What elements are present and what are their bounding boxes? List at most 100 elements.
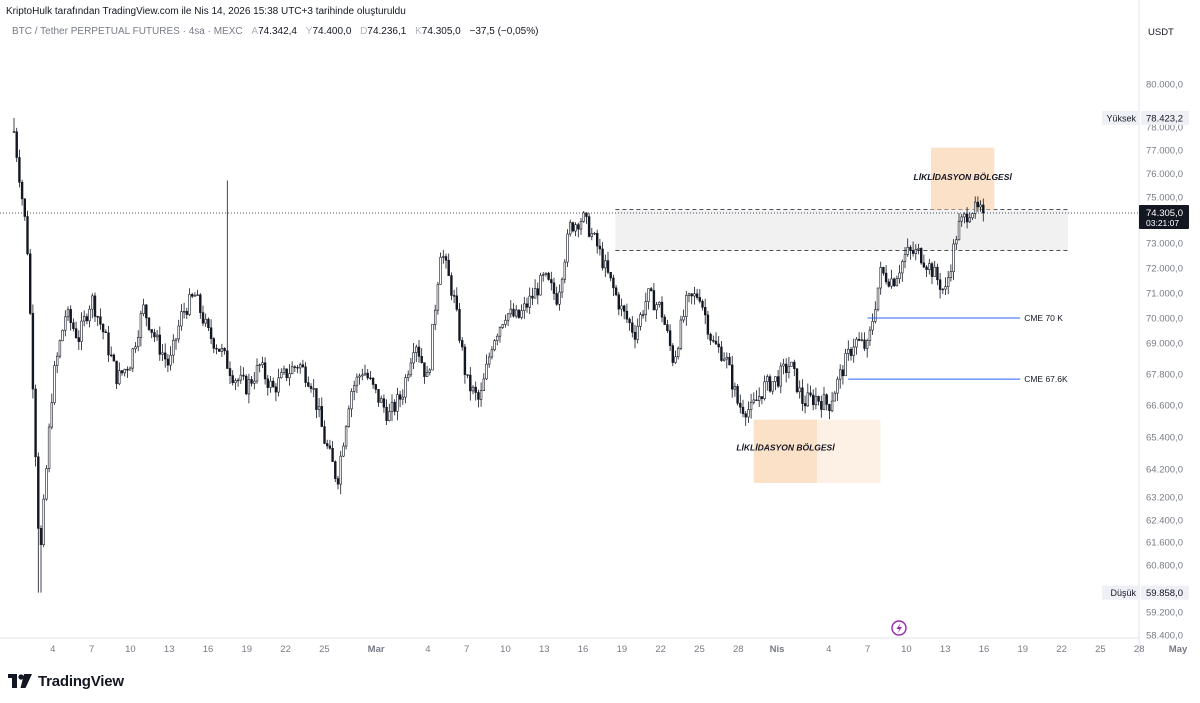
candle[interactable]	[180, 311, 183, 327]
candle[interactable]	[587, 216, 591, 237]
candle[interactable]	[96, 316, 99, 318]
candle[interactable]	[191, 294, 194, 297]
candle[interactable]	[118, 370, 121, 385]
candle[interactable]	[747, 409, 750, 418]
candle[interactable]	[50, 402, 54, 428]
candle[interactable]	[668, 330, 672, 346]
candle[interactable]	[236, 379, 240, 382]
candle[interactable]	[404, 377, 407, 398]
candle[interactable]	[666, 324, 669, 331]
candle[interactable]	[363, 372, 367, 376]
candle[interactable]	[390, 401, 394, 412]
candle[interactable]	[334, 461, 337, 479]
candle[interactable]	[911, 250, 915, 254]
candle[interactable]	[37, 456, 40, 529]
candle[interactable]	[506, 313, 510, 321]
candle[interactable]	[312, 388, 315, 390]
candle[interactable]	[498, 327, 502, 337]
candle[interactable]	[231, 375, 234, 384]
candle[interactable]	[685, 295, 688, 317]
candle[interactable]	[239, 374, 242, 381]
candle[interactable]	[817, 396, 820, 402]
candle[interactable]	[377, 389, 380, 403]
candle[interactable]	[838, 369, 842, 380]
candle[interactable]	[47, 426, 51, 469]
candle[interactable]	[212, 338, 215, 349]
candle[interactable]	[417, 346, 421, 357]
candle[interactable]	[423, 362, 426, 377]
candle[interactable]	[296, 367, 299, 369]
candle[interactable]	[309, 385, 313, 389]
candle[interactable]	[18, 157, 21, 183]
candle[interactable]	[552, 282, 556, 294]
candle[interactable]	[822, 394, 826, 410]
candle[interactable]	[925, 266, 928, 270]
candle[interactable]	[898, 272, 901, 279]
candle[interactable]	[188, 294, 191, 315]
candle[interactable]	[598, 245, 602, 250]
candle[interactable]	[752, 399, 756, 403]
candle[interactable]	[255, 365, 259, 382]
candle[interactable]	[439, 256, 442, 285]
candle[interactable]	[258, 364, 261, 366]
candle[interactable]	[226, 350, 229, 369]
candle[interactable]	[463, 346, 467, 375]
candle[interactable]	[957, 220, 961, 241]
candle[interactable]	[979, 204, 982, 208]
candle[interactable]	[744, 413, 747, 418]
candle[interactable]	[266, 378, 269, 388]
candle[interactable]	[849, 348, 853, 356]
candle[interactable]	[755, 399, 758, 402]
candle[interactable]	[679, 319, 683, 349]
candle[interactable]	[917, 248, 920, 250]
candle[interactable]	[733, 386, 737, 390]
candle[interactable]	[77, 337, 81, 342]
candle[interactable]	[247, 379, 251, 395]
candle[interactable]	[690, 293, 693, 297]
candle[interactable]	[620, 305, 623, 310]
candle[interactable]	[201, 312, 205, 324]
candle[interactable]	[590, 233, 594, 237]
candle[interactable]	[433, 309, 437, 325]
candle[interactable]	[406, 374, 410, 378]
candle[interactable]	[460, 340, 464, 348]
candle[interactable]	[936, 266, 939, 281]
candle[interactable]	[420, 356, 423, 363]
candle[interactable]	[803, 403, 807, 407]
candle[interactable]	[736, 386, 739, 404]
candle[interactable]	[890, 278, 893, 287]
candle[interactable]	[563, 261, 567, 280]
candle[interactable]	[555, 293, 558, 305]
candle[interactable]	[895, 278, 899, 287]
candle[interactable]	[687, 293, 691, 296]
candle[interactable]	[112, 354, 116, 362]
candle[interactable]	[347, 408, 350, 427]
candle[interactable]	[223, 348, 226, 352]
candle[interactable]	[577, 224, 580, 230]
candle[interactable]	[847, 348, 850, 354]
candle[interactable]	[782, 363, 785, 367]
candle[interactable]	[487, 356, 491, 365]
candle[interactable]	[477, 392, 480, 400]
candle[interactable]	[633, 331, 637, 340]
candle[interactable]	[720, 346, 723, 361]
candle[interactable]	[617, 294, 621, 310]
candle[interactable]	[641, 314, 645, 316]
candle[interactable]	[234, 380, 237, 384]
candle[interactable]	[606, 260, 610, 273]
candle[interactable]	[145, 304, 148, 319]
candle[interactable]	[428, 369, 431, 373]
candle[interactable]	[26, 216, 29, 255]
candle[interactable]	[825, 394, 828, 405]
candle[interactable]	[857, 338, 861, 341]
candle[interactable]	[80, 320, 83, 342]
candle[interactable]	[933, 266, 936, 277]
candle[interactable]	[574, 224, 577, 232]
candle[interactable]	[496, 335, 499, 341]
candle[interactable]	[271, 380, 275, 388]
candle[interactable]	[919, 248, 923, 264]
candle[interactable]	[301, 364, 305, 368]
candle[interactable]	[134, 346, 137, 350]
candle[interactable]	[282, 368, 286, 373]
